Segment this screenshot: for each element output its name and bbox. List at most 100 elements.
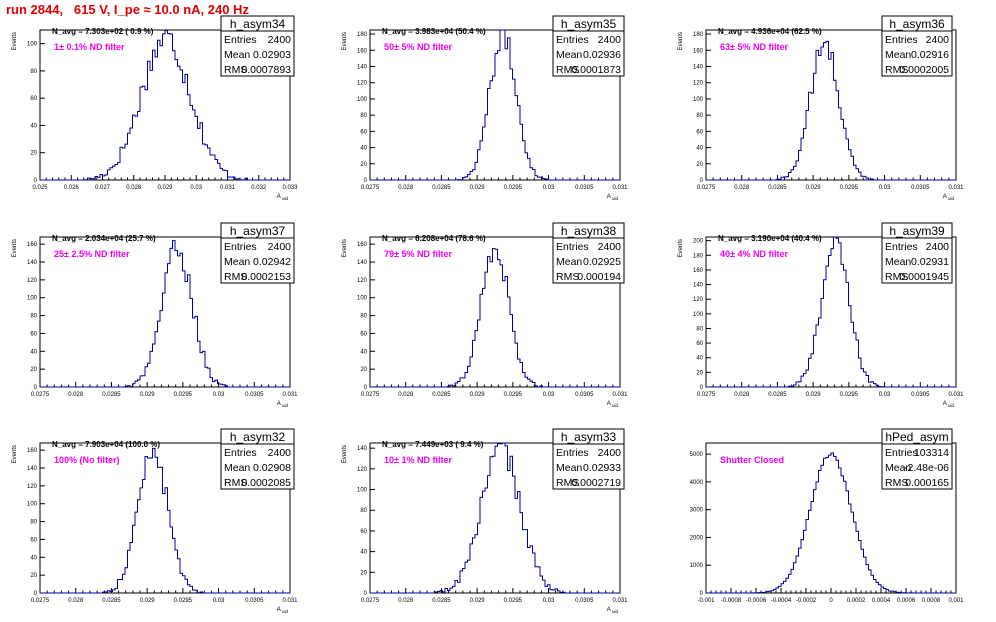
stats-value: 0.000194 bbox=[577, 271, 621, 283]
navg-label: N_avg = 7.449e+03 ( 9.4 %) bbox=[382, 440, 484, 449]
stats-label: RMS bbox=[885, 64, 908, 76]
x-tick-label: -0.0006 bbox=[746, 598, 767, 604]
y-tick-label: 160 bbox=[27, 448, 38, 454]
stats-box bbox=[220, 428, 295, 490]
x-tick-label: 0.029 bbox=[806, 185, 822, 191]
histogram-line bbox=[40, 30, 290, 181]
x-tick-label: 0.0295 bbox=[840, 392, 859, 398]
y-tick-label: 100 bbox=[357, 97, 368, 103]
stats-title: h_asym38 bbox=[561, 224, 617, 238]
x-tick-label: 0.0275 bbox=[31, 392, 50, 398]
filter-annotation: 50± 5% ND filter bbox=[384, 42, 452, 52]
stats-title: h_asym34 bbox=[230, 17, 286, 31]
filter-annotation: 100% (No filter) bbox=[54, 455, 120, 465]
x-tick-label: 0.0295 bbox=[840, 185, 859, 191]
stats-value: 0.0001873 bbox=[571, 64, 621, 76]
y-tick-label: 100 bbox=[693, 97, 704, 103]
x-tick-label: 0.0305 bbox=[575, 392, 594, 398]
x-tick-label: 0.031 bbox=[612, 185, 628, 191]
x-tick-label: 0.0285 bbox=[768, 185, 787, 191]
stats-value: 0.02933 bbox=[583, 462, 621, 474]
y-tick-label: 40 bbox=[696, 146, 703, 152]
stats-label: Mean bbox=[224, 462, 250, 474]
y-tick-label: 160 bbox=[27, 242, 38, 248]
y-tick-label: 100 bbox=[357, 296, 368, 302]
x-tick-label: 0.0295 bbox=[504, 392, 523, 398]
x-tick-label: 0.0002 bbox=[847, 598, 866, 604]
stats-value: 0.000165 bbox=[905, 477, 949, 489]
panel-h_asym32: 0.0275 0.028 0.0285 0.029 0.0295 0.03 0.0305 0.… bbox=[12, 428, 298, 614]
y-tick-label: 60 bbox=[30, 96, 37, 102]
y-axis-title: Events bbox=[342, 445, 348, 463]
y-tick-label: 40 bbox=[30, 349, 37, 355]
y-tick-label: 80 bbox=[360, 314, 367, 320]
x-tick-label: -0.0004 bbox=[771, 598, 792, 604]
x-axis-title: A uid bbox=[277, 607, 289, 614]
x-tick-label: 0.0285 bbox=[432, 185, 451, 191]
y-tick-label: 120 bbox=[27, 278, 38, 284]
x-tick-label: 0.0275 bbox=[361, 185, 380, 191]
x-tick-label: 0.03 bbox=[190, 185, 202, 191]
filter-annotation: Shutter Closed bbox=[720, 455, 784, 465]
y-tick-label: 0 bbox=[364, 385, 368, 391]
y-axis-title: Events bbox=[678, 239, 684, 257]
x-tick-label: 0.029 bbox=[470, 185, 486, 191]
stats-label: Entries bbox=[224, 241, 257, 253]
y-tick-label: 160 bbox=[357, 48, 368, 54]
x-tick-label: 0.0275 bbox=[31, 598, 50, 604]
x-tick-label: 0.031 bbox=[948, 392, 964, 398]
x-tick-label: 0.0305 bbox=[911, 392, 930, 398]
stats-value: 2400 bbox=[268, 34, 292, 46]
x-tick-label: 0.03 bbox=[213, 392, 225, 398]
stats-value: 0.0002085 bbox=[241, 477, 291, 489]
x-tick-label: 0.032 bbox=[251, 185, 267, 191]
stats-label: RMS bbox=[224, 271, 247, 283]
y-axis-title: Events bbox=[12, 239, 18, 257]
x-tick-label: 0.028 bbox=[398, 598, 414, 604]
y-tick-label: 80 bbox=[30, 314, 37, 320]
stats-box bbox=[881, 428, 953, 490]
y-tick-label: 60 bbox=[360, 129, 367, 135]
stats-label: Entries bbox=[885, 241, 918, 253]
y-tick-label: 40 bbox=[696, 356, 703, 362]
y-tick-label: 0 bbox=[700, 178, 704, 184]
x-axis-subscript: uid bbox=[281, 609, 289, 614]
x-tick-label: 0.031 bbox=[220, 185, 236, 191]
stats-box bbox=[552, 222, 625, 284]
y-tick-label: 120 bbox=[693, 297, 704, 303]
y-tick-label: 0 bbox=[34, 591, 38, 597]
y-tick-label: 80 bbox=[360, 508, 367, 514]
y-tick-label: 80 bbox=[696, 326, 703, 332]
y-tick-label: 120 bbox=[357, 467, 368, 473]
x-tick-label: 0.0285 bbox=[432, 598, 451, 604]
stats-label: Mean bbox=[224, 49, 250, 61]
y-tick-label: 60 bbox=[696, 129, 703, 135]
x-tick-label: -0.0002 bbox=[796, 598, 817, 604]
stats-label: Mean bbox=[885, 462, 911, 474]
y-tick-label: 80 bbox=[30, 520, 37, 526]
filter-annotation: 79± 5% ND filter bbox=[384, 249, 452, 259]
stats-label: RMS bbox=[224, 64, 247, 76]
y-tick-label: 20 bbox=[30, 367, 37, 373]
navg-label: N_avg = 2.034e+04 (25.7 %) bbox=[52, 234, 156, 243]
y-tick-label: 180 bbox=[693, 253, 704, 259]
filter-annotation: 25± 2.5% ND filter bbox=[54, 249, 130, 259]
stats-box bbox=[881, 222, 953, 284]
x-axis-subscript: uid bbox=[281, 403, 289, 408]
stats-value: 2400 bbox=[598, 447, 622, 459]
y-tick-label: 140 bbox=[27, 260, 38, 266]
x-tick-label: 0.029 bbox=[157, 185, 173, 191]
x-tick-label: -0.0008 bbox=[721, 598, 742, 604]
y-tick-label: 0 bbox=[364, 591, 368, 597]
histogram-line bbox=[370, 29, 620, 181]
stats-label: Mean bbox=[556, 256, 582, 268]
stats-label: Entries bbox=[224, 447, 257, 459]
stats-label: Entries bbox=[885, 34, 918, 46]
page-title: run 2844, 615 V, I_pe ≈ 10.0 nA, 240 Hz bbox=[6, 2, 249, 17]
stats-label: RMS bbox=[224, 477, 247, 489]
stats-label: Mean bbox=[556, 462, 582, 474]
y-tick-label: 140 bbox=[27, 466, 38, 472]
x-tick-label: 0.029 bbox=[140, 392, 156, 398]
x-tick-label: 0.029 bbox=[140, 598, 156, 604]
